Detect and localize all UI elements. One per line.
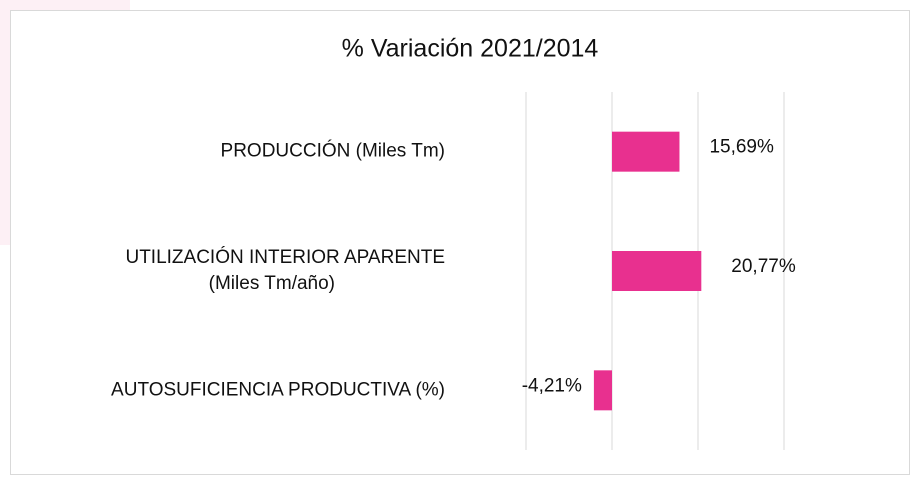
bar <box>593 370 612 411</box>
value-label: -4,21% <box>522 375 582 396</box>
y-tick-label: AUTOSUFICIENCIA PRODUCTIVA (%) <box>111 379 445 400</box>
y-tick-label: UTILIZACIÓN INTERIOR APARENTE (Miles Tm/a… <box>125 246 445 294</box>
value-label: 20,77% <box>731 256 796 277</box>
value-label: 15,69% <box>709 137 774 158</box>
bar <box>612 251 702 291</box>
chart-frame <box>10 10 910 475</box>
chart-title: % Variación 2021/2014 <box>342 35 599 63</box>
label-line: UTILIZACIÓN INTERIOR APARENTE <box>125 246 445 268</box>
y-tick-label: PRODUCCIÓN (Miles Tm) <box>221 140 445 162</box>
bar <box>612 131 680 172</box>
label-line: (Miles Tm/año) <box>209 273 335 294</box>
